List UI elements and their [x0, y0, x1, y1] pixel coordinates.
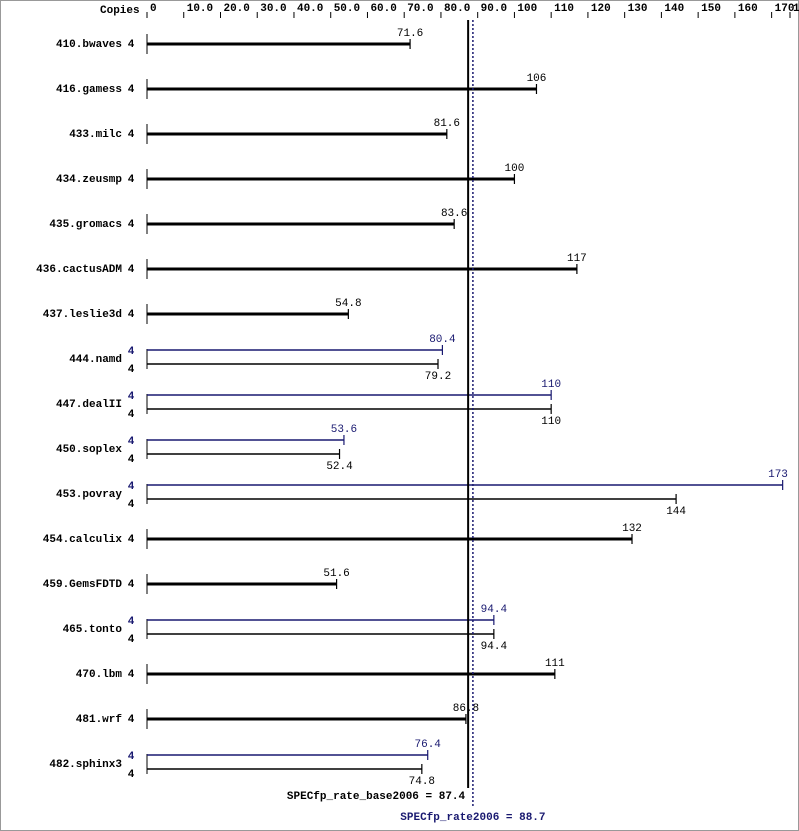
- category-label: 482.sphinx3: [49, 759, 122, 771]
- category-label: 450.soplex: [56, 444, 122, 456]
- copies: 4: [128, 219, 135, 231]
- value-label: 100: [505, 163, 525, 175]
- x-tick-label: 0: [150, 3, 157, 15]
- x-tick-label: 90.0: [481, 3, 507, 15]
- x-tick-label: 60.0: [370, 3, 396, 15]
- category-label: 459.GemsFDTD: [43, 579, 123, 591]
- copies: 4: [128, 481, 135, 493]
- category-label: 465.tonto: [63, 624, 123, 636]
- copies: 4: [128, 634, 135, 646]
- copies: 4: [128, 39, 135, 51]
- copies: 4: [128, 579, 135, 591]
- copies: 4: [128, 751, 135, 763]
- value-label: 173: [768, 469, 788, 481]
- value-label: 53.6: [331, 424, 357, 436]
- copies: 4: [128, 84, 135, 96]
- value-label: 111: [545, 658, 565, 670]
- copies-header: Copies: [100, 5, 140, 17]
- copies: 4: [128, 129, 135, 141]
- value-label: 132: [622, 523, 642, 535]
- x-tick-label: 120: [591, 3, 611, 15]
- x-tick-label: 20.0: [223, 3, 249, 15]
- value-label: 106: [527, 73, 547, 85]
- value-label: 110: [541, 416, 561, 428]
- copies: 4: [128, 391, 135, 403]
- copies: 4: [128, 714, 135, 726]
- value-label: 144: [666, 506, 686, 518]
- category-label: 481.wrf: [76, 714, 123, 726]
- value-label: 74.8: [409, 776, 435, 788]
- value-label: 117: [567, 253, 587, 265]
- x-tick-label: 160: [738, 3, 758, 15]
- value-label: 80.4: [429, 334, 456, 346]
- category-label: 444.namd: [69, 354, 122, 366]
- category-label: 447.dealII: [56, 399, 122, 411]
- value-label: 94.4: [481, 641, 508, 653]
- copies: 4: [128, 174, 135, 186]
- copies: 4: [128, 616, 135, 628]
- value-label: 79.2: [425, 371, 451, 383]
- value-label: 83.6: [441, 208, 467, 220]
- value-label: 81.6: [434, 118, 460, 130]
- value-label: 76.4: [415, 739, 442, 751]
- x-tick-label: 80.0: [444, 3, 470, 15]
- category-label: 470.lbm: [76, 669, 123, 681]
- reference-label: SPECfp_rate2006 = 88.7: [400, 812, 545, 824]
- value-label: 110: [541, 379, 561, 391]
- copies: 4: [128, 436, 135, 448]
- category-label: 416.gamess: [56, 84, 122, 96]
- category-label: 435.gromacs: [49, 219, 122, 231]
- x-tick-label: 140: [664, 3, 684, 15]
- x-tick-label: 50.0: [334, 3, 360, 15]
- x-tick-label: 10.0: [187, 3, 213, 15]
- category-label: 434.zeusmp: [56, 174, 122, 186]
- category-label: 453.povray: [56, 489, 122, 501]
- value-label: 71.6: [397, 28, 423, 40]
- copies: 4: [128, 499, 135, 511]
- copies: 4: [128, 454, 135, 466]
- copies: 4: [128, 534, 135, 546]
- copies: 4: [128, 264, 135, 276]
- copies: 4: [128, 364, 135, 376]
- copies: 4: [128, 409, 135, 421]
- value-label: 94.4: [481, 604, 508, 616]
- category-label: 454.calculix: [43, 534, 123, 546]
- value-label: 52.4: [326, 461, 353, 473]
- x-tick-label: 110: [554, 3, 574, 15]
- x-tick-label: 30.0: [260, 3, 286, 15]
- value-label: 86.8: [453, 703, 479, 715]
- copies: 4: [128, 769, 135, 781]
- x-tick-label: 175: [793, 3, 799, 15]
- category-label: 410.bwaves: [56, 39, 122, 51]
- category-label: 436.cactusADM: [36, 264, 122, 276]
- x-tick-label: 150: [701, 3, 721, 15]
- x-tick-label: 100: [517, 3, 537, 15]
- x-tick-label: 70.0: [407, 3, 433, 15]
- copies: 4: [128, 309, 135, 321]
- copies: 4: [128, 669, 135, 681]
- x-tick-label: 130: [628, 3, 648, 15]
- x-tick-label: 40.0: [297, 3, 323, 15]
- value-label: 51.6: [323, 568, 349, 580]
- category-label: 437.leslie3d: [43, 309, 122, 321]
- reference-label: SPECfp_rate_base2006 = 87.4: [287, 791, 466, 803]
- x-tick-label: 170: [775, 3, 795, 15]
- value-label: 54.8: [335, 298, 361, 310]
- category-label: 433.milc: [69, 129, 122, 141]
- copies: 4: [128, 346, 135, 358]
